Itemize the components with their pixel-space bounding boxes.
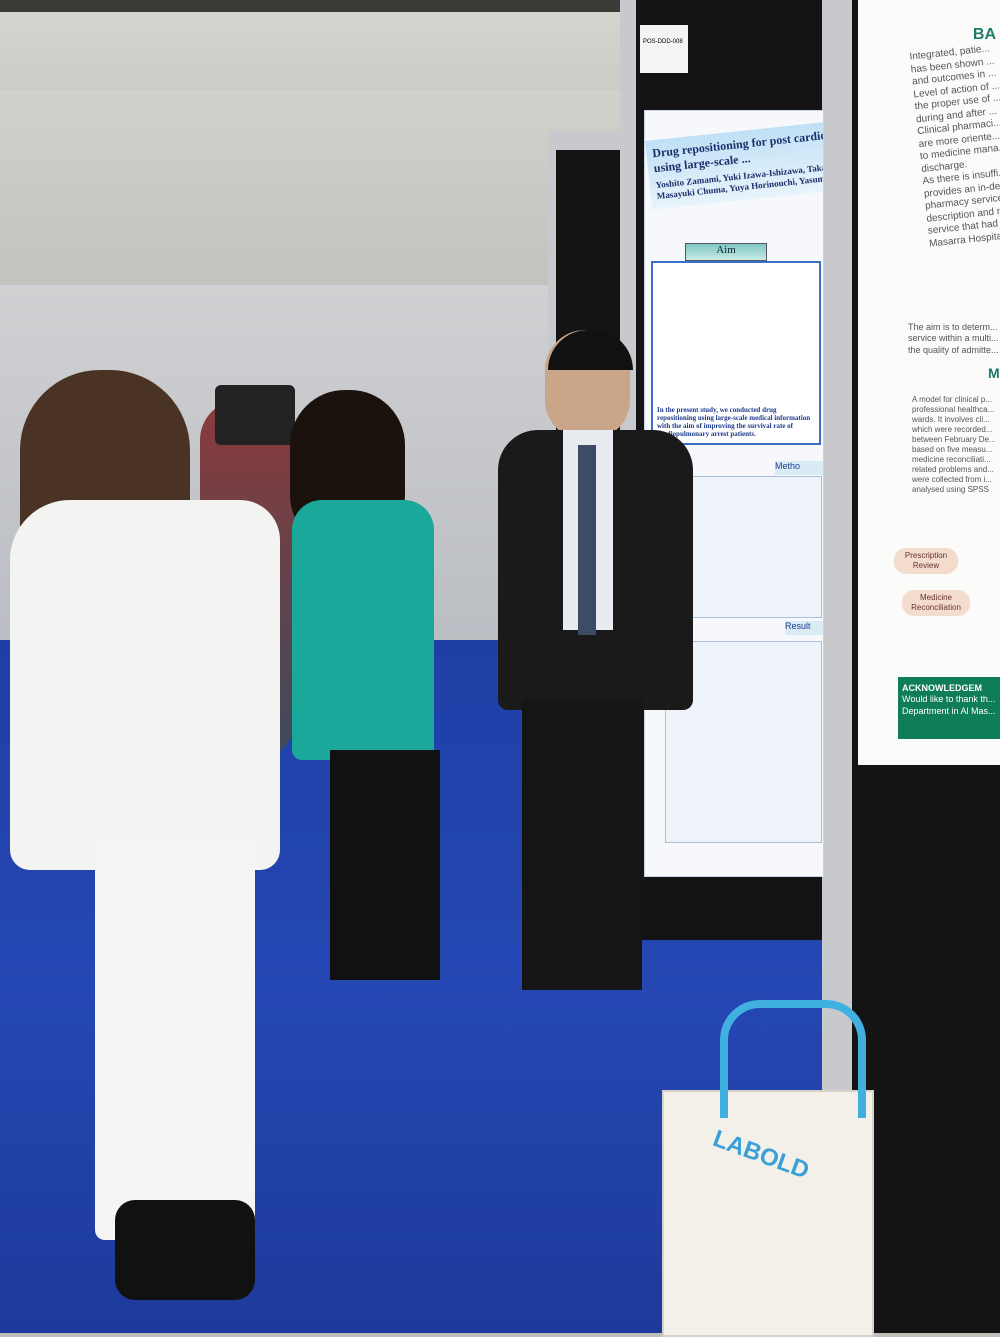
white-blazer bbox=[10, 500, 280, 870]
poster-title-block: Drug repositioning for post cardiop... u… bbox=[645, 118, 823, 210]
method-heading-right: M bbox=[988, 365, 1000, 381]
poster-id-label: POS-DDD-008 bbox=[640, 25, 688, 73]
method-text: A model for clinical p... professional h… bbox=[912, 395, 996, 494]
aim-heading: Aim bbox=[685, 243, 767, 261]
ack-heading: ACKNOWLEDGEM bbox=[902, 683, 982, 693]
background-bullets: Integrated, patie... has been shown ... … bbox=[858, 30, 1000, 256]
research-poster-right: BA Integrated, patie... has been shown .… bbox=[858, 0, 1000, 765]
black-heels bbox=[115, 1200, 255, 1300]
teal-t-shirt bbox=[292, 500, 434, 760]
aim-section bbox=[651, 261, 821, 445]
black-trousers bbox=[330, 750, 440, 980]
suit-trousers bbox=[522, 700, 642, 990]
flow-prescription-review: Prescription Review bbox=[894, 548, 958, 574]
back-wall-upper bbox=[0, 90, 640, 290]
white-trousers bbox=[95, 840, 255, 1240]
tie bbox=[578, 445, 596, 635]
background-heading: BA bbox=[972, 26, 996, 43]
highlight-text: In the present study, we conducted drug … bbox=[657, 406, 811, 438]
bag-handles bbox=[720, 1000, 866, 1118]
smartphone-camera-rig bbox=[215, 385, 295, 445]
aim-text: The aim is to determ... service within a… bbox=[908, 322, 999, 355]
ack-text: Would like to thank th... Department in … bbox=[902, 694, 996, 716]
board-pole-right bbox=[822, 0, 852, 1100]
result-heading: Result bbox=[785, 621, 823, 635]
method-heading: Metho bbox=[775, 461, 823, 475]
bullet-3: Clinical pharmaci... are more oriente...… bbox=[916, 117, 1000, 175]
bullet-4: As there is insuffi... provides an in-de… bbox=[922, 167, 1000, 250]
labold-tote-bag: LABOLD bbox=[662, 1090, 874, 1337]
bag-logo: LABOLD bbox=[709, 1124, 813, 1185]
flow-medicine-reconciliation: Medicine Reconciliation bbox=[902, 590, 970, 616]
acknowledgement-section: ACKNOWLEDGEM Would like to thank th... D… bbox=[898, 677, 1000, 739]
